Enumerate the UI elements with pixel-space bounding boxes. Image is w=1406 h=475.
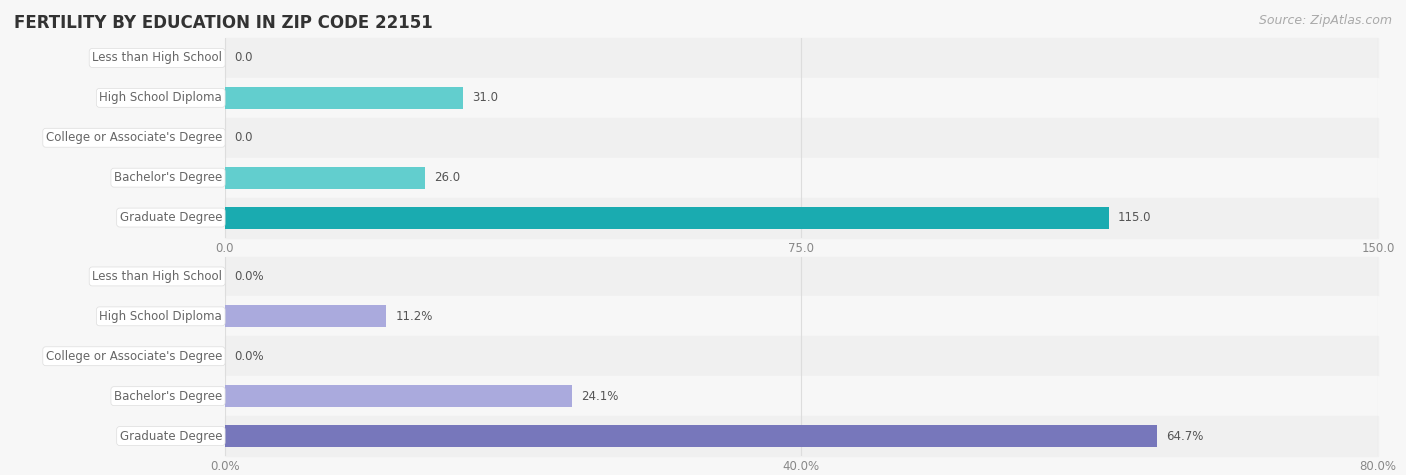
Bar <box>225 207 1109 228</box>
Bar <box>225 336 1378 376</box>
Text: College or Associate's Degree: College or Associate's Degree <box>46 131 222 144</box>
Text: FERTILITY BY EDUCATION IN ZIP CODE 22151: FERTILITY BY EDUCATION IN ZIP CODE 22151 <box>14 14 433 32</box>
Text: 115.0: 115.0 <box>1118 211 1152 224</box>
Text: Less than High School: Less than High School <box>93 270 222 283</box>
Text: Graduate Degree: Graduate Degree <box>120 429 222 443</box>
Bar <box>225 167 425 189</box>
Text: 11.2%: 11.2% <box>395 310 433 323</box>
Bar <box>225 256 1378 296</box>
Text: High School Diploma: High School Diploma <box>100 310 222 323</box>
Bar <box>225 385 572 407</box>
Bar <box>225 425 1157 447</box>
Text: Bachelor's Degree: Bachelor's Degree <box>114 171 222 184</box>
Text: High School Diploma: High School Diploma <box>100 91 222 104</box>
Text: 24.1%: 24.1% <box>582 390 619 403</box>
Bar <box>225 158 1378 198</box>
Text: 31.0: 31.0 <box>472 91 499 104</box>
Text: College or Associate's Degree: College or Associate's Degree <box>46 350 222 363</box>
Bar <box>225 376 1378 416</box>
Bar <box>225 78 1378 118</box>
Bar <box>225 87 463 109</box>
Text: Bachelor's Degree: Bachelor's Degree <box>114 390 222 403</box>
Bar <box>225 416 1378 456</box>
Text: 0.0%: 0.0% <box>235 350 264 363</box>
Bar <box>225 296 1378 336</box>
Text: Less than High School: Less than High School <box>93 51 222 65</box>
Text: 0.0%: 0.0% <box>235 270 264 283</box>
Text: 64.7%: 64.7% <box>1167 429 1204 443</box>
Bar <box>225 118 1378 158</box>
Bar <box>225 38 1378 78</box>
Text: 0.0: 0.0 <box>235 51 253 65</box>
Text: 0.0: 0.0 <box>235 131 253 144</box>
Text: 26.0: 26.0 <box>434 171 460 184</box>
Text: Source: ZipAtlas.com: Source: ZipAtlas.com <box>1258 14 1392 27</box>
Bar <box>225 305 387 327</box>
Bar <box>225 198 1378 238</box>
Text: Graduate Degree: Graduate Degree <box>120 211 222 224</box>
